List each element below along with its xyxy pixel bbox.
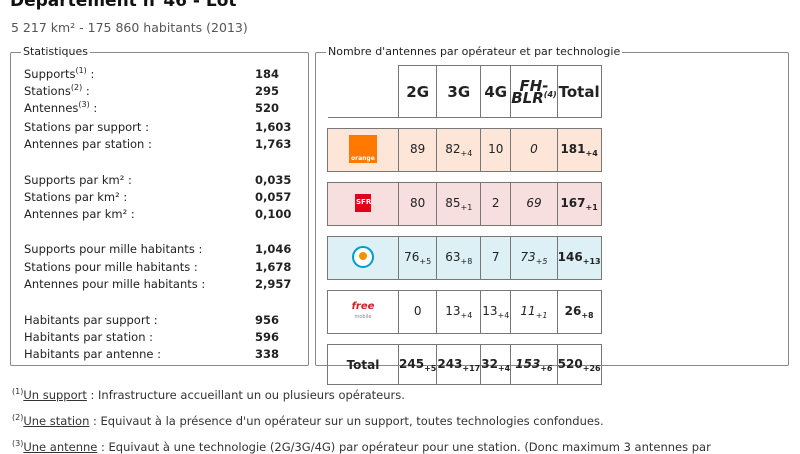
antennas-panel: Nombre d'antennes par opérateur et par t…: [315, 45, 789, 385]
stat-value: 1,678: [255, 260, 292, 274]
stat-label: Antennes par km² :: [24, 207, 135, 221]
stat-label: Stations pour mille habitants :: [24, 260, 198, 274]
stat-row: Habitants par antenne : 338: [24, 347, 304, 362]
stat-label: Stations par km² :: [24, 190, 128, 204]
stat-value: 338: [255, 347, 280, 361]
stat-value: 2,957: [255, 277, 292, 291]
stat-label: Habitants par support :: [24, 313, 158, 327]
stat-label: Habitants par antenne :: [24, 347, 162, 361]
page-title: Département n°46 - Lot: [10, 0, 237, 11]
stat-row: Supports pour mille habitants : 1,046: [24, 242, 304, 257]
stat-value: 1,763: [255, 137, 292, 151]
page-subtitle: 5 217 km² - 175 860 habitants (2013): [11, 20, 248, 35]
stat-row: Habitants par station : 596: [24, 330, 304, 345]
stat-label: Habitants par station :: [24, 330, 154, 344]
stat-label: Antennes par station :: [24, 137, 152, 151]
stat-label: Supports par km² :: [24, 173, 132, 187]
table-row-total: Total 245+5 243+17 32+4 153+6 520+26: [327, 344, 602, 385]
stat-value: 1,046: [255, 242, 292, 256]
stat-value: 0,100: [255, 207, 292, 221]
table-row-orange: orange 89 82+4 10 0 181+4: [327, 128, 602, 172]
table-header-row: 2G 3G 4G FH- BLR(4) Total: [327, 65, 602, 118]
table-row-bouygues: 76+5 63+8 7 73+5 146+13: [327, 236, 602, 280]
header-2g: 2G: [397, 65, 438, 118]
footnote-2: (2)Une station : Equivaut à la présence …: [12, 413, 604, 428]
stat-row: Habitants par support : 956: [24, 313, 304, 328]
header-4g: 4G: [480, 65, 512, 118]
stat-row: Stations par km² : 0,057: [24, 190, 304, 205]
stat-row: Antennes pour mille habitants : 2,957: [24, 277, 304, 292]
statistics-legend: Statistiques: [21, 45, 90, 58]
stat-row: Supports par km² : 0,035: [24, 173, 304, 188]
stat-row: Antennes par station : 1,763: [24, 137, 304, 152]
stat-row: Antennes par km² : 0,100: [24, 207, 304, 222]
bouygues-logo-icon: [352, 245, 374, 268]
footnote-3: (3)Une antenne : Equivaut à une technolo…: [12, 439, 711, 454]
header-fh-blr: FH- BLR(4): [510, 65, 558, 118]
total-label: Total: [327, 344, 399, 385]
header-3g: 3G: [436, 65, 482, 118]
stat-label: Antennes: [24, 101, 79, 115]
orange-logo-icon: orange: [349, 134, 377, 163]
stat-value: 596: [255, 330, 280, 344]
antennas-legend: Nombre d'antennes par opérateur et par t…: [326, 45, 623, 58]
stat-value: 956: [255, 313, 280, 327]
statistics-panel: Statistiques Supports(1) : 184 Stations(…: [10, 45, 309, 366]
stat-row-supports: Supports(1) : 184: [24, 66, 280, 81]
stat-value: 0,035: [255, 173, 292, 187]
stat-value: 184: [255, 67, 280, 81]
stat-value: 0,057: [255, 190, 292, 204]
footnote-1: (1)Un support : Infrastructure accueilla…: [12, 387, 405, 402]
footnote-term[interactable]: Une station: [23, 414, 90, 428]
stat-label: Stations par support :: [24, 120, 149, 134]
table-row-sfr: SFR 80 85+1 2 69 167+1: [327, 182, 602, 226]
stat-value: 520: [255, 101, 280, 115]
stat-value: 295: [255, 84, 280, 98]
corner-cell: [327, 65, 399, 118]
stat-row-stations: Stations(2) : 295: [24, 83, 280, 98]
stat-row-antennes: Antennes(3) : 520: [24, 100, 280, 115]
stat-label: Supports pour mille habitants :: [24, 242, 203, 256]
footnote-term[interactable]: Un support: [23, 388, 87, 402]
sfr-logo-icon: SFR: [355, 193, 371, 212]
antennas-table: 2G 3G 4G FH- BLR(4) Total orange 89 82+4 …: [327, 65, 602, 385]
stat-row: Stations par support : 1,603: [24, 120, 304, 135]
stat-row: Stations pour mille habitants : 1,678: [24, 260, 304, 275]
stat-value: 1,603: [255, 120, 292, 134]
header-total: Total: [556, 65, 602, 118]
stat-label: Supports: [24, 67, 76, 81]
footnote-term[interactable]: Une antenne: [23, 440, 98, 454]
free-logo-icon: free mobile: [351, 301, 375, 321]
stat-label: Antennes pour mille habitants :: [24, 277, 206, 291]
stat-label: Stations: [24, 84, 71, 98]
table-row-free: free mobile 0 13+4 13+4 11+1 26+8: [327, 290, 602, 334]
